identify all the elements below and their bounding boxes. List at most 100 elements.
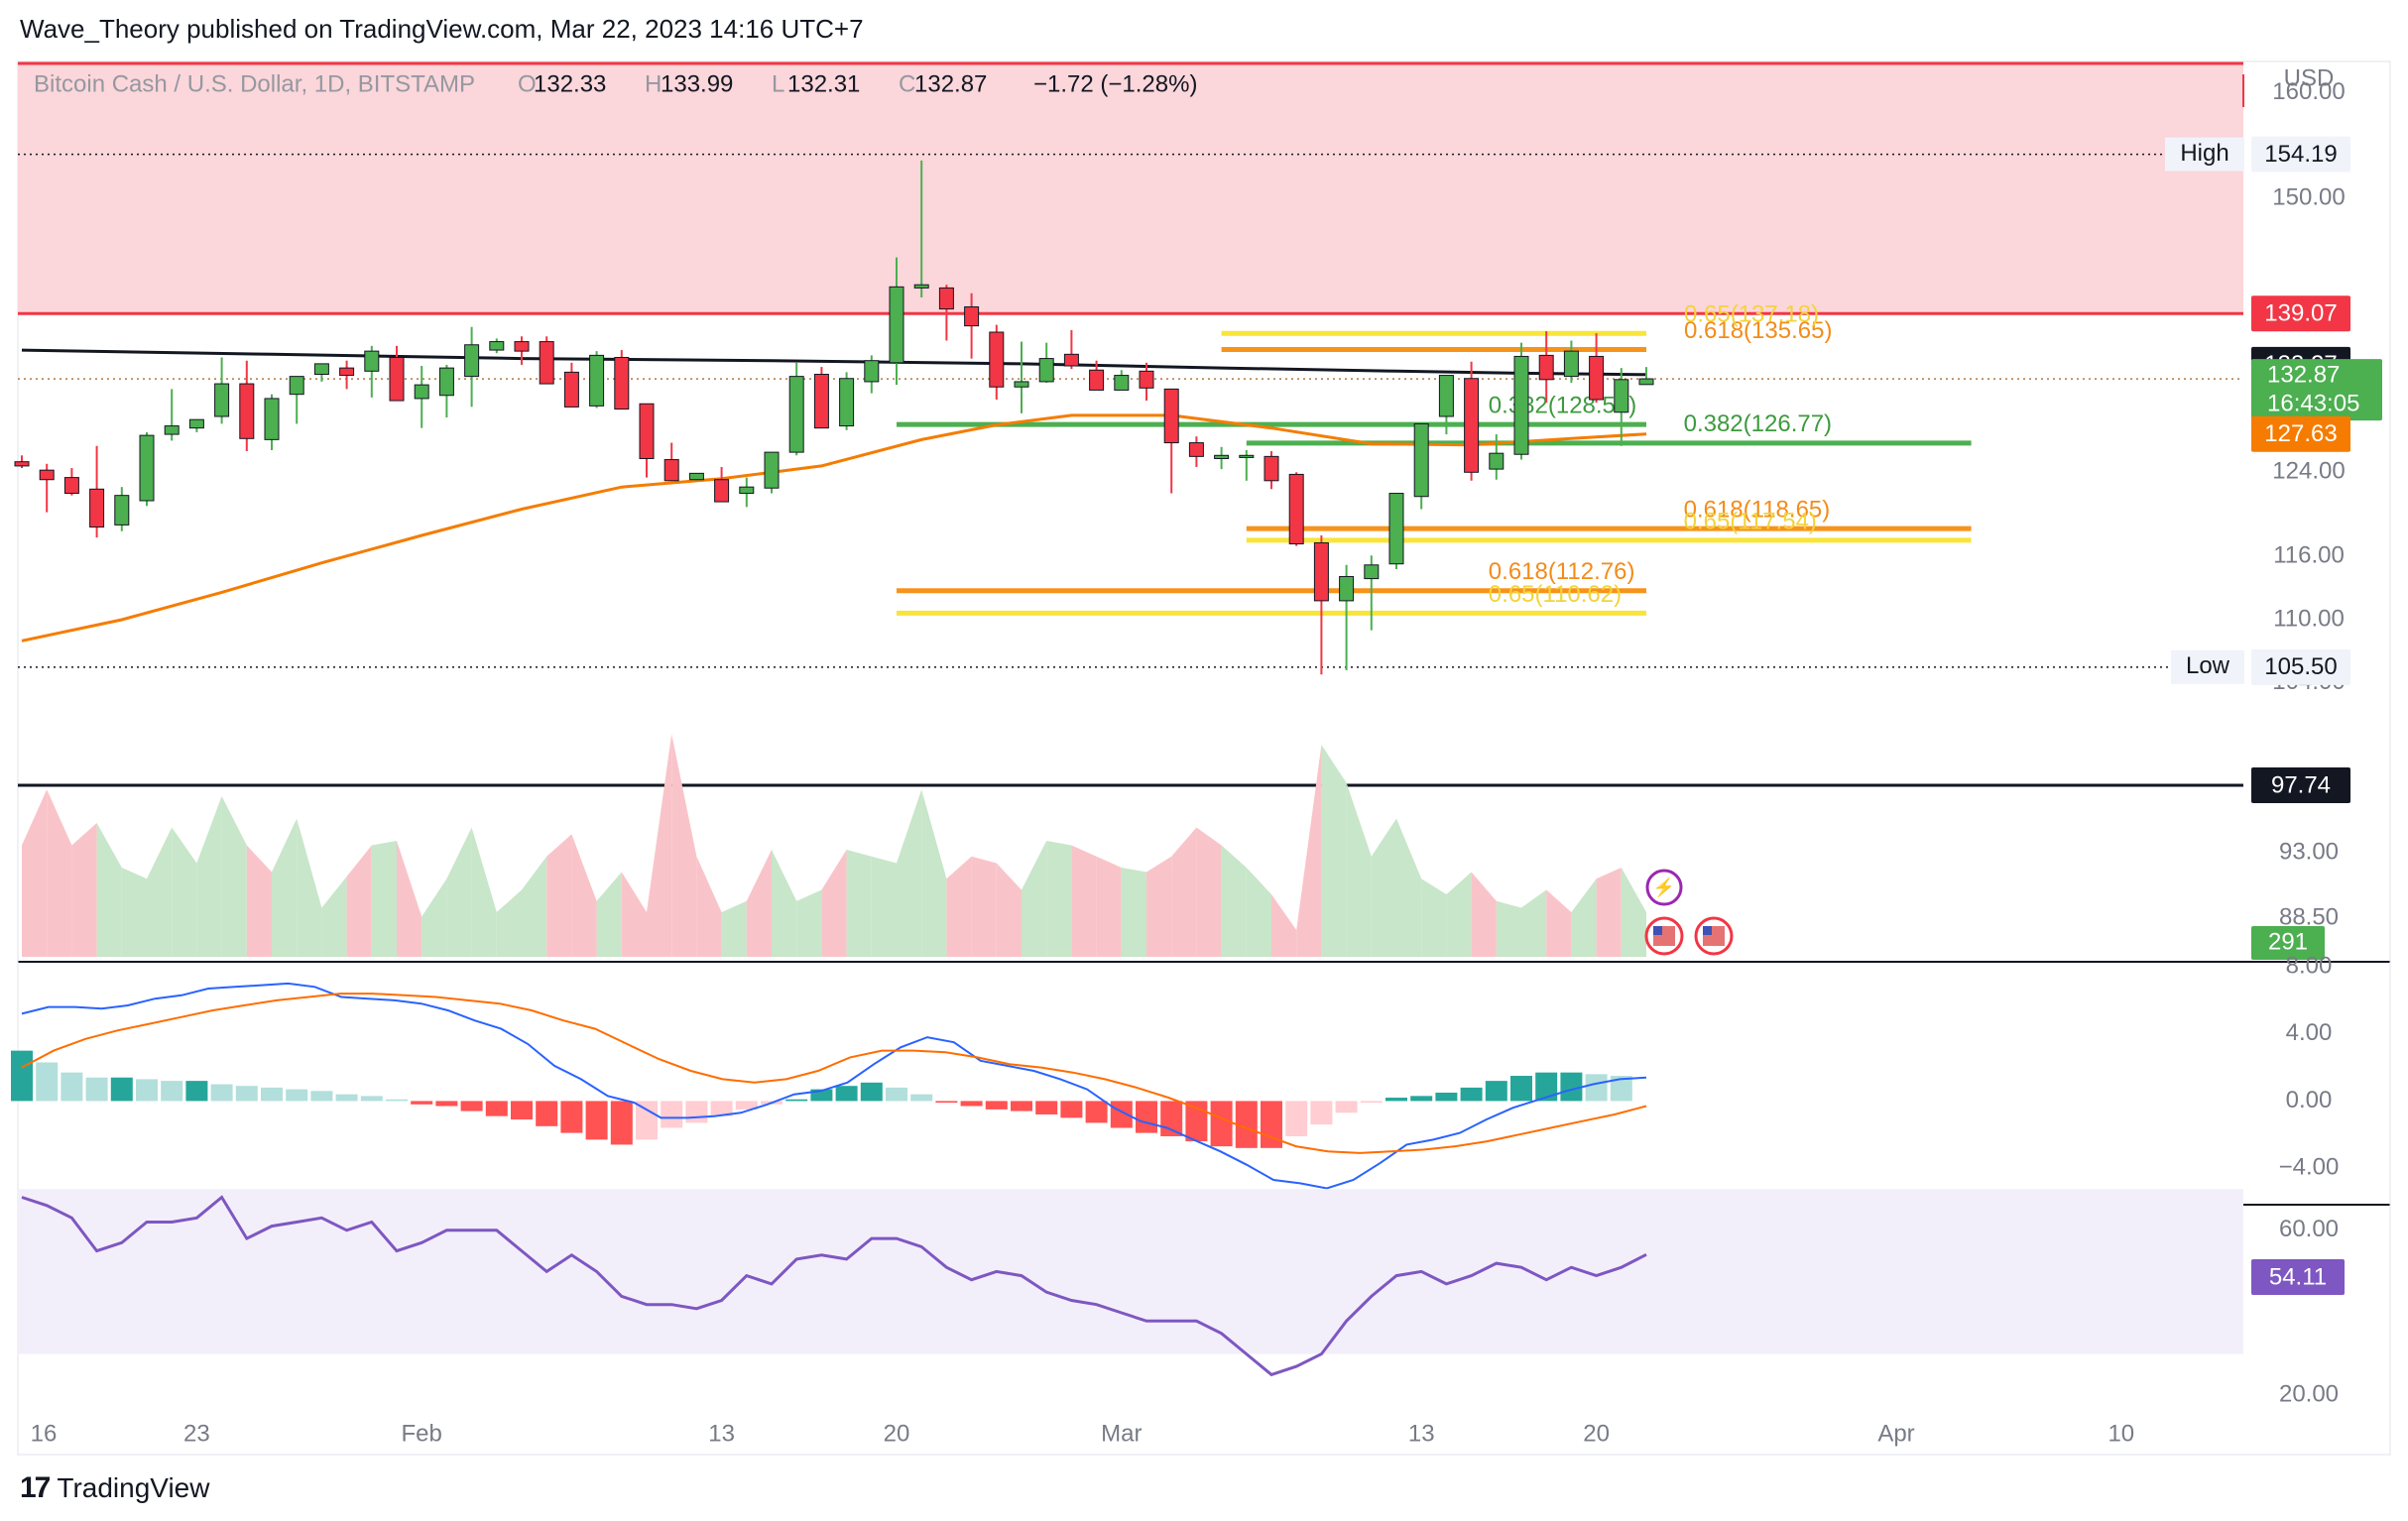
volume-area-segment <box>147 827 173 957</box>
volume-area-segment <box>772 850 797 957</box>
volume-area-segment <box>696 856 722 957</box>
candle-body <box>464 344 480 378</box>
fib-level-label: 0.382(128.54) <box>1489 392 1636 418</box>
candle-body <box>389 357 405 402</box>
rsi-value-tag: 54.11 <box>2269 1263 2327 1290</box>
volume-area-segment <box>971 856 997 957</box>
macd-histogram-bar <box>1435 1092 1458 1102</box>
macd-histogram-bar <box>886 1087 907 1102</box>
macd-histogram-bar <box>11 1050 33 1102</box>
macd-histogram-bar <box>411 1101 433 1105</box>
candle-body <box>489 341 505 351</box>
lightning-event-icon <box>1645 869 1683 906</box>
time-axis-tick: 10 <box>2107 1420 2134 1447</box>
candle-body <box>864 360 880 383</box>
candle-body <box>214 383 230 417</box>
macd-histogram-bar <box>286 1089 308 1102</box>
price-tag: 127.63 <box>2264 420 2337 447</box>
macd-histogram-bar <box>1310 1101 1333 1125</box>
candle-body <box>14 461 30 467</box>
volume-area-segment <box>1121 868 1146 957</box>
candle-body <box>364 350 380 372</box>
volume-axis-tick: 88.50 <box>2279 903 2339 930</box>
volume-area-segment <box>897 789 922 957</box>
candle-body <box>539 341 554 385</box>
volume-area-segment <box>272 818 298 957</box>
volume-area-segment <box>321 877 347 957</box>
macd-histogram-bar <box>1060 1101 1083 1118</box>
macd-histogram-bar <box>485 1101 508 1116</box>
candle-body <box>1364 564 1380 580</box>
candle-body <box>89 488 105 528</box>
candle-body <box>1313 541 1329 602</box>
volume-area-segment <box>1371 818 1396 957</box>
macd-axis-tick: 4.00 <box>2286 1019 2333 1046</box>
volume-area-segment <box>1221 845 1247 957</box>
price-tag: 139.07 <box>2264 300 2337 327</box>
candle-body <box>938 287 954 310</box>
macd-signal-line <box>21 993 1647 1154</box>
ohlc-value: 132.31 <box>787 70 860 97</box>
rsi-line <box>21 1195 1647 1377</box>
candle-body <box>1214 454 1230 459</box>
candle-body <box>289 376 304 396</box>
volume-area-segment <box>1546 889 1572 957</box>
macd-histogram-bar <box>161 1081 183 1102</box>
fib-level-label: 0.618(135.65) <box>1684 317 1832 344</box>
fib-level-label: 0.65(117.54) <box>1684 508 1817 534</box>
price-tag-bg <box>2251 415 2350 452</box>
macd-histogram-bar <box>785 1099 808 1102</box>
candle-body <box>739 486 755 495</box>
macd-histogram-bar <box>1535 1072 1558 1102</box>
macd-histogram-bar <box>661 1101 683 1128</box>
candle-body <box>989 331 1005 388</box>
macd-histogram-bar <box>1110 1101 1133 1128</box>
price-axis-tick: 124.00 <box>2272 458 2345 485</box>
volume-area-segment <box>1271 894 1297 957</box>
high-value-tag-bg <box>2251 136 2350 173</box>
candle-body <box>663 459 679 482</box>
volume-area-segment <box>121 868 147 957</box>
bar-countdown: 16:43:05 <box>2267 390 2359 416</box>
macd-histogram-bar <box>460 1101 483 1112</box>
volume-area-segment <box>1321 745 1347 957</box>
volume-area-segment <box>371 841 397 957</box>
candle-body <box>1413 422 1429 498</box>
candle-body <box>1139 370 1154 389</box>
macd-axis-tick: 0.00 <box>2286 1087 2333 1113</box>
volume-area-segment <box>571 834 597 957</box>
candle-body <box>813 374 829 429</box>
macd-histogram-bar <box>335 1094 358 1102</box>
candle-body <box>1589 355 1605 401</box>
volume-area-segment <box>1071 845 1097 957</box>
candle-body <box>1638 378 1654 386</box>
macd-histogram-bar <box>810 1089 833 1102</box>
volume-area-segment <box>1146 856 1172 957</box>
volume-area-segment <box>522 856 547 957</box>
volume-area-segment <box>1396 818 1422 957</box>
volume-area-segment <box>1521 889 1547 957</box>
ohlc-label: O <box>518 70 537 97</box>
price-tag-bg <box>2251 295 2350 332</box>
macd-histogram-bar <box>1410 1096 1433 1102</box>
fib-level-label: 0.382(126.77) <box>1684 410 1832 437</box>
candle-body <box>164 425 180 435</box>
candle-body <box>438 367 454 397</box>
macd-histogram-bar <box>435 1101 458 1107</box>
ohlc-value: 132.33 <box>534 70 606 97</box>
candle-body <box>339 367 355 377</box>
lightning-glyph: ⚡ <box>1653 877 1675 898</box>
macd-histogram-bar <box>235 1086 258 1102</box>
tradingview-logo[interactable]: 17 TradingView <box>20 1471 209 1505</box>
macd-histogram-bar <box>1335 1101 1358 1113</box>
candle-body <box>563 371 579 408</box>
macd-histogram-bar <box>1485 1081 1507 1102</box>
candle-body <box>1188 442 1204 457</box>
volume-area-segment <box>846 850 872 957</box>
candle-body <box>1089 369 1105 391</box>
macd-histogram-bar <box>36 1062 59 1102</box>
macd-histogram-bar <box>110 1077 133 1102</box>
tradingview-brand: TradingView <box>57 1472 210 1503</box>
volume-area-segment <box>647 734 672 957</box>
